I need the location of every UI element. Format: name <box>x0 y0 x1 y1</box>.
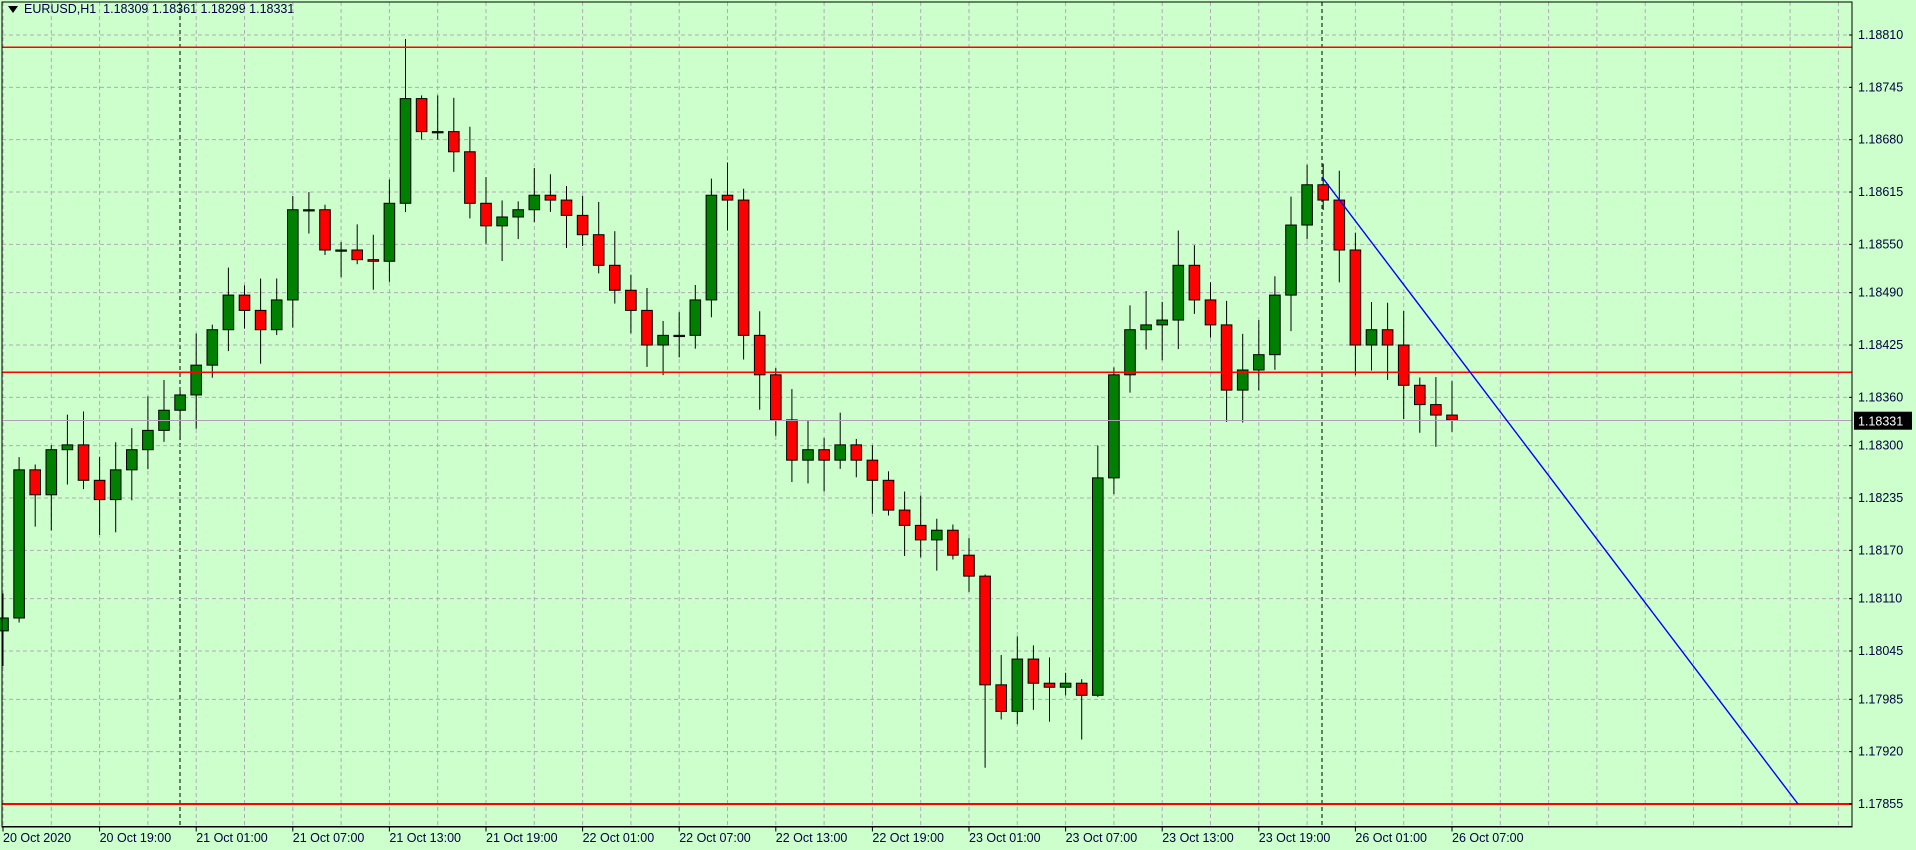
svg-text:22 Oct 01:00: 22 Oct 01:00 <box>583 831 655 845</box>
svg-text:1.18425: 1.18425 <box>1858 338 1903 352</box>
svg-text:22 Oct 07:00: 22 Oct 07:00 <box>679 831 751 845</box>
svg-text:1.18170: 1.18170 <box>1858 543 1903 557</box>
svg-text:26 Oct 07:00: 26 Oct 07:00 <box>1452 831 1524 845</box>
svg-text:26 Oct 01:00: 26 Oct 01:00 <box>1355 831 1427 845</box>
svg-text:1.18810: 1.18810 <box>1858 28 1903 42</box>
svg-text:1.18615: 1.18615 <box>1858 185 1903 199</box>
svg-text:1.17920: 1.17920 <box>1858 745 1903 759</box>
svg-text:23 Oct 01:00: 23 Oct 01:00 <box>969 831 1041 845</box>
svg-text:23 Oct 13:00: 23 Oct 13:00 <box>1162 831 1234 845</box>
svg-text:1.18680: 1.18680 <box>1858 133 1903 147</box>
svg-text:1.18300: 1.18300 <box>1858 439 1903 453</box>
svg-text:23 Oct 19:00: 23 Oct 19:00 <box>1259 831 1331 845</box>
svg-text:1.18045: 1.18045 <box>1858 644 1903 658</box>
svg-text:1.18110: 1.18110 <box>1858 592 1902 606</box>
svg-text:21 Oct 07:00: 21 Oct 07:00 <box>293 831 365 845</box>
svg-text:22 Oct 13:00: 22 Oct 13:00 <box>776 831 848 845</box>
svg-text:1.18550: 1.18550 <box>1858 237 1903 251</box>
svg-text:1.17855: 1.17855 <box>1858 797 1903 811</box>
svg-text:23 Oct 07:00: 23 Oct 07:00 <box>1066 831 1138 845</box>
svg-text:1.18490: 1.18490 <box>1858 286 1903 300</box>
svg-text:21 Oct 01:00: 21 Oct 01:00 <box>196 831 268 845</box>
svg-text:1.18331: 1.18331 <box>1858 415 1903 429</box>
svg-text:1.18745: 1.18745 <box>1858 80 1903 94</box>
svg-text:1.18235: 1.18235 <box>1858 491 1903 505</box>
svg-text:1.17985: 1.17985 <box>1858 692 1903 706</box>
svg-text:21 Oct 19:00: 21 Oct 19:00 <box>486 831 558 845</box>
svg-text:20 Oct 19:00: 20 Oct 19:00 <box>100 831 172 845</box>
svg-text:20 Oct 2020: 20 Oct 2020 <box>3 831 71 845</box>
svg-text:1.18360: 1.18360 <box>1858 390 1903 404</box>
svg-text:22 Oct 19:00: 22 Oct 19:00 <box>872 831 944 845</box>
svg-text:21 Oct 13:00: 21 Oct 13:00 <box>389 831 461 845</box>
